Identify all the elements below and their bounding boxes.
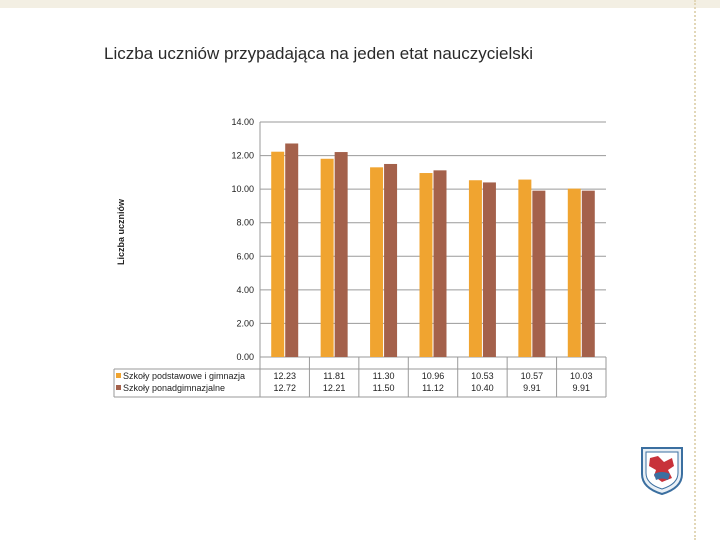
data-label: 9.91 <box>573 383 591 393</box>
data-label: 10.57 <box>521 371 544 381</box>
bar-secondary <box>532 190 546 357</box>
crest-logo <box>641 447 683 496</box>
slide-right-dotted-border <box>694 0 700 540</box>
data-label: 10.03 <box>570 371 593 381</box>
bars <box>271 143 595 357</box>
bar-secondary <box>285 143 299 357</box>
bar-primary <box>419 173 433 357</box>
y-tick-label: 4.00 <box>236 285 254 295</box>
y-tick-label: 12.00 <box>231 151 254 161</box>
data-label: 10.40 <box>471 383 494 393</box>
data-label: 12.21 <box>323 383 346 393</box>
y-tick-label: 14.00 <box>231 117 254 127</box>
data-label: 9.91 <box>523 383 541 393</box>
data-label: 11.30 <box>373 371 395 381</box>
data-label: 10.96 <box>422 371 445 381</box>
legend-key <box>116 385 121 390</box>
y-axis: 0.00 2.00 4.00 6.00 8.00 10.00 12.00 14.00 <box>231 117 261 362</box>
y-tick-label: 6.00 <box>236 251 254 261</box>
slide-title: Liczba uczniów przypadająca na jeden eta… <box>104 44 534 63</box>
legend-key <box>116 373 121 378</box>
bar-secondary <box>384 163 398 357</box>
bar-secondary <box>482 182 496 357</box>
slide-top-border <box>0 0 720 8</box>
y-tick-label: 2.00 <box>236 318 254 328</box>
bar-secondary <box>581 190 595 357</box>
data-label: 11.12 <box>422 383 444 393</box>
bar-secondary <box>334 152 348 357</box>
bar-secondary <box>433 170 447 357</box>
data-label: 11.81 <box>323 371 345 381</box>
data-label: 12.23 <box>273 371 296 381</box>
data-table: Szkoły podstawowe i gimnazja 12.23 11.81 11… <box>113 357 607 398</box>
data-label: 11.50 <box>373 383 395 393</box>
data-label: 10.53 <box>471 371 494 381</box>
bar-primary <box>518 179 532 357</box>
y-tick-label: 8.00 <box>236 218 254 228</box>
y-axis-label: Liczba uczniów <box>116 198 126 265</box>
legend-entry: Szkoły ponadgimnazjalne <box>123 383 225 393</box>
bar-primary <box>320 158 334 357</box>
y-tick-label: 0.00 <box>236 352 254 362</box>
chart-gridlines <box>260 121 606 358</box>
legend-entry: Szkoły podstawowe i gimnazja <box>123 371 245 381</box>
bar-primary <box>468 180 482 357</box>
bar-primary <box>370 167 384 357</box>
bar-primary <box>567 188 581 357</box>
y-tick-label: 10.00 <box>231 184 254 194</box>
bar-primary <box>271 151 285 357</box>
data-label: 12.72 <box>273 383 296 393</box>
